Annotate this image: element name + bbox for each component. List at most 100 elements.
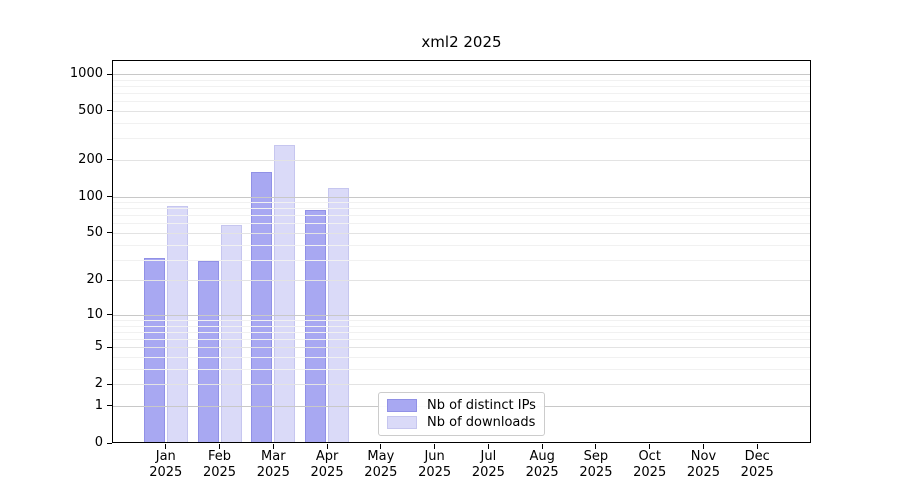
- y-tick-mark: [107, 314, 112, 316]
- y-tick-mark: [107, 232, 112, 234]
- x-tick-year: 2025: [202, 465, 237, 480]
- gridline-minor: [113, 208, 810, 210]
- x-tick-mark: [595, 444, 597, 449]
- x-tick-label-apr: Apr 2025: [295, 449, 359, 481]
- x-tick-month: Nov: [690, 449, 717, 464]
- x-tick-month: Jan: [155, 449, 176, 464]
- gridline: [113, 280, 810, 282]
- gridline-minor: [113, 320, 810, 322]
- x-tick-label-jul: Jul 2025: [456, 449, 520, 481]
- y-tick-mark: [107, 442, 112, 444]
- x-tick-year: 2025: [310, 465, 344, 480]
- y-tick-mark: [107, 73, 112, 75]
- x-tick-label-nov: Nov 2025: [671, 449, 735, 481]
- gridline: [113, 110, 810, 112]
- x-tick-mark: [380, 444, 382, 449]
- x-tick-label-jan: Jan 2025: [134, 449, 198, 481]
- y-tick-mark: [107, 279, 112, 281]
- y-tick-mark: [107, 110, 112, 112]
- x-tick-label-jun: Jun 2025: [403, 449, 467, 481]
- x-tick-year: 2025: [364, 465, 398, 480]
- gridline-minor: [113, 244, 810, 246]
- y-tick-mark: [107, 383, 112, 385]
- gridline: [113, 232, 810, 234]
- y-tick-label: 200: [78, 151, 103, 167]
- gridline-minor: [113, 331, 810, 333]
- x-tick-month: Feb: [208, 449, 232, 464]
- chart-title: xml2 2025: [421, 33, 502, 51]
- y-tick-mark: [107, 196, 112, 197]
- gridline-minor: [113, 259, 810, 261]
- x-tick-year: 2025: [579, 465, 613, 480]
- x-tick-month: May: [367, 449, 395, 464]
- x-tick-mark: [326, 444, 328, 449]
- y-tick-label: 10: [86, 306, 103, 322]
- legend-swatch-downloads: [387, 416, 417, 429]
- gridline-major: [113, 74, 810, 75]
- x-tick-month: Oct: [638, 449, 661, 464]
- gridline-minor: [113, 215, 810, 217]
- legend-item: Nb of distinct IPs: [387, 397, 536, 414]
- bar-downloads-jan-2025: [166, 205, 188, 442]
- bar-downloads-feb-2025: [220, 225, 242, 442]
- x-tick-label-sep: Sep 2025: [564, 449, 628, 481]
- y-tick-label: 5: [94, 339, 103, 355]
- bar-ips-feb-2025: [197, 261, 219, 442]
- x-tick-mark: [756, 444, 758, 449]
- gridline-minor: [113, 122, 810, 124]
- x-tick-year: 2025: [256, 465, 290, 480]
- x-tick-label-oct: Oct 2025: [618, 449, 682, 481]
- y-tick-label: 0: [94, 435, 103, 450]
- y-tick-mark: [107, 346, 112, 348]
- x-tick-mark: [165, 444, 167, 449]
- gridline-minor: [113, 138, 810, 140]
- gridline-minor: [113, 357, 810, 359]
- gridline: [113, 159, 810, 161]
- y-tick-label: 2: [94, 376, 103, 392]
- legend: Nb of distinct IPs Nb of downloads: [378, 392, 545, 436]
- gridline-minor: [113, 93, 810, 95]
- x-tick-month: Sep: [583, 449, 609, 464]
- bar-ips-jan-2025: [143, 257, 165, 442]
- x-tick-month: Aug: [529, 449, 555, 464]
- gridline-minor: [113, 325, 810, 327]
- y-tick-label: 100: [78, 188, 103, 204]
- x-tick-month: Jun: [424, 449, 445, 464]
- y-tick-label: 500: [78, 102, 103, 118]
- x-tick-label-mar: Mar 2025: [241, 449, 305, 481]
- x-tick-year: 2025: [740, 465, 774, 480]
- gridline-major: [113, 314, 810, 316]
- x-tick-mark: [219, 444, 221, 449]
- x-tick-year: 2025: [525, 465, 559, 480]
- x-tick-month: Jul: [480, 449, 497, 464]
- y-tick-label: 50: [86, 224, 103, 240]
- legend-swatch-ips: [387, 399, 417, 412]
- gridline-minor: [113, 85, 810, 87]
- x-tick-month: Dec: [744, 449, 770, 464]
- axes-frame: [112, 60, 811, 443]
- x-tick-mark: [541, 444, 543, 449]
- y-tick-mark: [107, 405, 112, 407]
- x-tick-month: Mar: [261, 449, 286, 464]
- legend-label: Nb of distinct IPs: [427, 398, 536, 413]
- legend-label: Nb of downloads: [427, 415, 536, 430]
- x-tick-label-dec: Dec 2025: [725, 449, 789, 481]
- y-tick-label: 1: [94, 397, 103, 413]
- x-tick-mark: [702, 444, 704, 449]
- y-tick-label: 20: [86, 272, 103, 288]
- gridline: [113, 347, 810, 349]
- gridline-minor: [113, 79, 810, 81]
- x-tick-label-feb: Feb 2025: [188, 449, 252, 481]
- x-tick-month: Apr: [315, 449, 339, 464]
- y-tick-label: 1000: [69, 66, 103, 81]
- gridline-major: [113, 196, 810, 198]
- y-tick-mark: [107, 159, 112, 161]
- gridline-minor: [113, 202, 810, 204]
- x-tick-mark: [487, 444, 489, 449]
- x-tick-year: 2025: [633, 465, 667, 480]
- bar-ips-mar-2025: [251, 171, 273, 442]
- legend-item: Nb of downloads: [387, 414, 536, 431]
- x-tick-year: 2025: [686, 465, 720, 480]
- x-tick-year: 2025: [471, 465, 505, 480]
